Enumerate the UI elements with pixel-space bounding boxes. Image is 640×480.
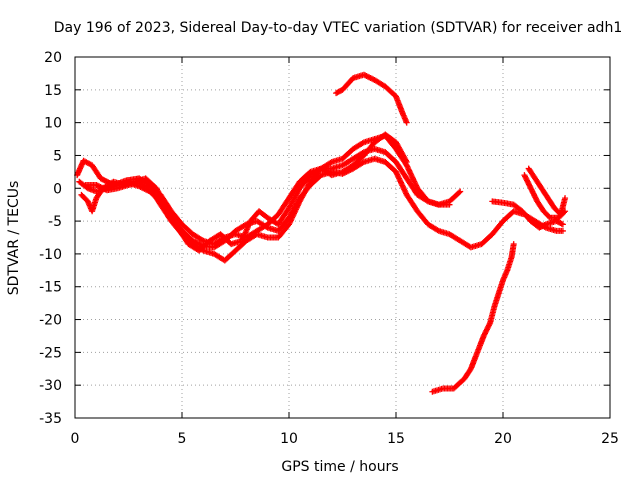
chart-title: Day 196 of 2023, Sidereal Day-to-day VTE… [54, 20, 622, 36]
data-point [144, 183, 151, 190]
plot-frame [74, 56, 611, 419]
y-tick-label: 10 [44, 116, 62, 132]
data-point [359, 140, 366, 147]
y-tick-label: -20 [39, 313, 62, 329]
data-point [141, 182, 148, 189]
series-track-h [525, 165, 569, 218]
y-axis-ticks: -35 -30 -25 -20 -15 -10 -5 0 5 10 15 20 [39, 50, 610, 427]
series-track-f [429, 241, 517, 395]
data-point [456, 189, 463, 196]
data-markers [74, 71, 569, 395]
y-tick-label: 15 [44, 83, 62, 99]
data-point [360, 71, 367, 78]
data-point [94, 182, 101, 189]
y-tick-label: 0 [53, 181, 62, 197]
data-point [510, 241, 517, 248]
x-axis-label: GPS time / hours [281, 459, 398, 475]
series-track-e [333, 71, 410, 126]
x-axis-ticks: 0 5 10 15 20 25 [71, 57, 619, 447]
x-tick-label: 5 [178, 431, 187, 447]
y-axis-label: SDTVAR / TECUs [6, 181, 22, 296]
x-tick-label: 0 [71, 431, 80, 447]
data-point [263, 223, 270, 230]
y-tick-label: 20 [44, 50, 62, 66]
data-point [366, 74, 373, 81]
series-track-c [82, 132, 453, 264]
data-point [559, 221, 566, 228]
data-point [96, 183, 103, 190]
series-track-i [489, 198, 566, 231]
y-tick-label: -15 [39, 280, 62, 296]
data-point [199, 236, 206, 243]
data-point [368, 75, 375, 82]
grid-lines [75, 57, 610, 418]
data-point [558, 220, 565, 227]
data-point [403, 119, 410, 126]
y-tick-label: -30 [39, 378, 62, 394]
y-tick-label: -25 [39, 345, 62, 361]
data-point [362, 72, 369, 79]
data-point [93, 181, 100, 188]
data-point [138, 181, 145, 188]
data-point [363, 73, 370, 80]
data-point [367, 75, 374, 82]
data-point [327, 159, 334, 166]
data-point [140, 181, 147, 188]
data-point [446, 201, 453, 208]
data-point [402, 157, 409, 164]
x-tick-label: 25 [601, 431, 619, 447]
y-tick-label: -35 [39, 411, 62, 427]
x-tick-label: 20 [494, 431, 512, 447]
y-tick-label: -5 [48, 214, 62, 230]
data-point [559, 227, 566, 234]
series-track-d [78, 131, 410, 254]
data-point [541, 222, 548, 229]
data-point [364, 73, 371, 80]
y-tick-label: -10 [39, 247, 62, 263]
data-point [457, 188, 464, 195]
data-point [434, 227, 441, 234]
data-point [359, 159, 366, 166]
x-tick-label: 15 [387, 431, 405, 447]
x-tick-label: 10 [280, 431, 298, 447]
data-point [142, 183, 149, 190]
data-point [562, 195, 569, 202]
data-point [403, 159, 410, 166]
y-tick-label: 5 [53, 148, 62, 164]
